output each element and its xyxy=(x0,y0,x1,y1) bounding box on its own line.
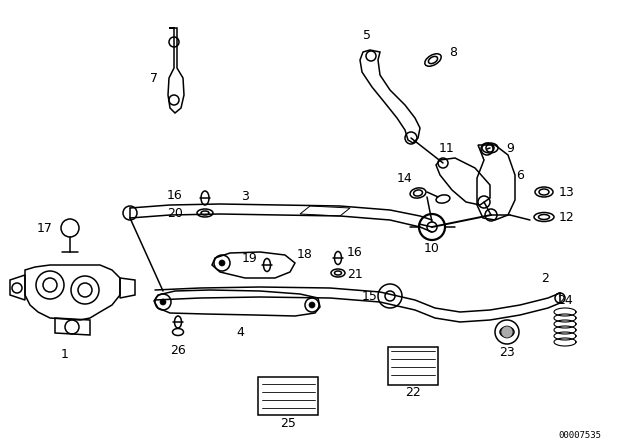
Circle shape xyxy=(219,260,225,266)
Text: 10: 10 xyxy=(424,241,440,254)
Text: 16: 16 xyxy=(167,189,183,202)
Text: 3: 3 xyxy=(241,190,249,202)
Text: 9: 9 xyxy=(506,142,514,155)
Circle shape xyxy=(160,299,166,305)
Text: 11: 11 xyxy=(439,142,455,155)
Circle shape xyxy=(501,326,513,338)
Text: 15: 15 xyxy=(362,289,378,302)
Text: 6: 6 xyxy=(516,168,524,181)
Text: 13: 13 xyxy=(559,185,575,198)
Text: 2: 2 xyxy=(541,271,549,284)
Text: 12: 12 xyxy=(559,211,575,224)
Text: 7: 7 xyxy=(150,72,158,85)
Circle shape xyxy=(427,222,437,232)
Text: 14: 14 xyxy=(397,172,413,185)
Text: 19: 19 xyxy=(242,251,258,264)
Text: 4: 4 xyxy=(236,327,244,340)
Text: 22: 22 xyxy=(405,385,421,399)
Circle shape xyxy=(309,302,315,308)
Text: 18: 18 xyxy=(297,249,313,262)
Text: 5: 5 xyxy=(363,29,371,42)
Text: 8: 8 xyxy=(449,46,457,59)
Text: 26: 26 xyxy=(170,344,186,357)
Text: 16: 16 xyxy=(347,246,363,258)
Text: 23: 23 xyxy=(499,345,515,358)
Text: 1: 1 xyxy=(61,349,69,362)
Text: 17: 17 xyxy=(37,221,53,234)
Text: 20: 20 xyxy=(167,207,183,220)
Text: 24: 24 xyxy=(557,293,573,306)
Text: 25: 25 xyxy=(280,417,296,430)
Text: 21: 21 xyxy=(347,268,363,281)
Text: 00007535: 00007535 xyxy=(559,431,602,440)
